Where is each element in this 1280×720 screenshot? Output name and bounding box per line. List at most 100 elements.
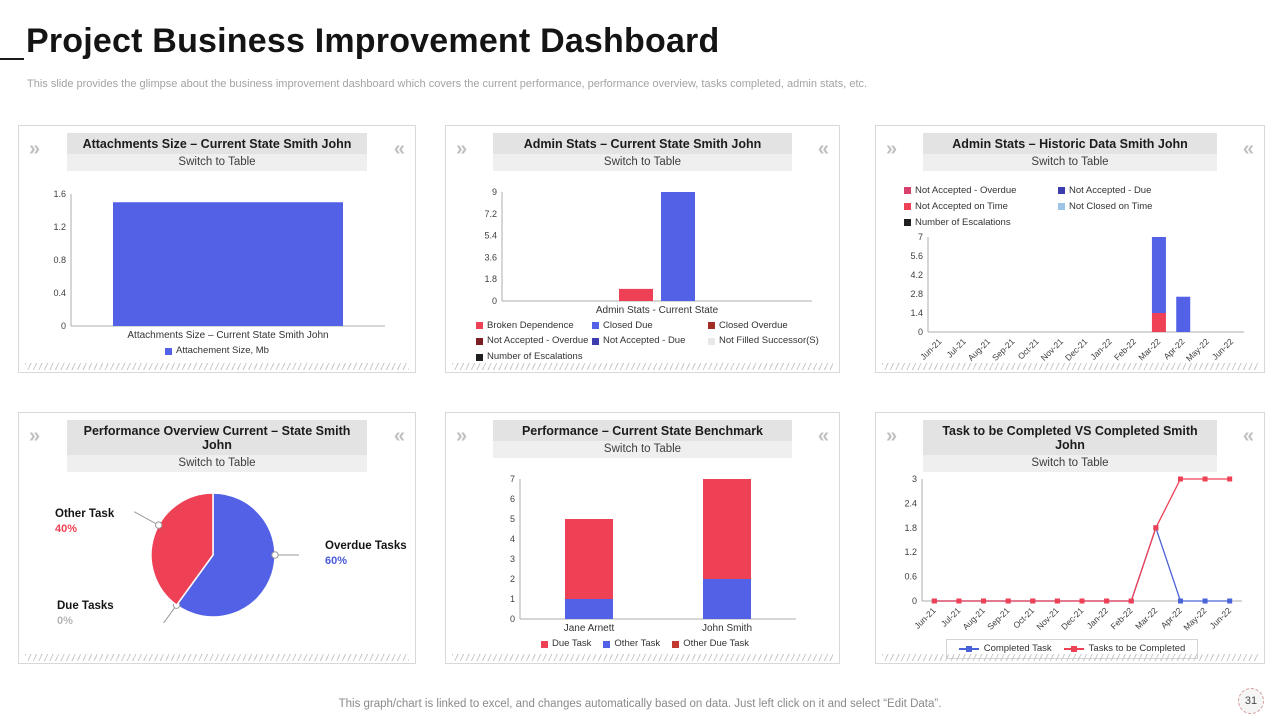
- panel-title: Attachments Size – Current State Smith J…: [66, 133, 368, 154]
- svg-text:Jane Arnett: Jane Arnett: [564, 623, 615, 634]
- legend-item: Due Task: [540, 637, 591, 651]
- svg-text:Mar-22: Mar-22: [1133, 605, 1159, 631]
- svg-text:2.8: 2.8: [910, 289, 923, 299]
- svg-text:Jan-22: Jan-22: [1085, 605, 1111, 631]
- switch-to-table-button[interactable]: Switch to Table: [922, 455, 1218, 472]
- panel-performance-benchmark: » « Performance – Current State Benchmar…: [445, 412, 840, 664]
- svg-text:0: 0: [510, 614, 515, 624]
- panel-title: Performance Overview Current – State Smi…: [66, 420, 368, 455]
- legend-item: Not Accepted - Overdue: [904, 184, 1054, 198]
- chevron-left-icon: «: [1242, 138, 1254, 160]
- svg-text:Sep-21: Sep-21: [985, 605, 1012, 632]
- legend-item: Other Due Task: [672, 637, 749, 651]
- svg-text:0.4: 0.4: [53, 288, 66, 298]
- svg-text:1.8: 1.8: [484, 274, 497, 284]
- legend-item: Not Accepted - Due: [1058, 184, 1208, 198]
- chevron-left-icon: «: [817, 425, 829, 447]
- admin-stats-historic-stacked-chart[interactable]: Not Accepted - Overdue Not Accepted - Due…: [896, 182, 1252, 368]
- performance-benchmark-stacked-chart[interactable]: 0 1 2 3 4 5 6 7 Jane Arnett John Smith Due Task Oth…: [486, 473, 804, 653]
- svg-text:Admin Stats - Current State: Admin Stats - Current State: [596, 305, 719, 316]
- legend-item: Number of Escalations: [904, 216, 1054, 230]
- svg-text:1.8: 1.8: [904, 523, 917, 533]
- chart-svg: [133, 492, 299, 624]
- panel-tasks-completed: » « Task to be Completed VS Completed Sm…: [875, 412, 1265, 664]
- svg-text:4: 4: [510, 534, 515, 544]
- svg-text:6: 6: [510, 494, 515, 504]
- svg-text:3.6: 3.6: [484, 252, 497, 262]
- panel-attachments-size: » « Attachments Size – Current State Smi…: [18, 125, 416, 373]
- svg-text:2.4: 2.4: [904, 498, 917, 508]
- pie-label-due-tasks: Due Tasks 0%: [57, 600, 114, 627]
- svg-text:Jun-21: Jun-21: [912, 605, 938, 631]
- svg-text:1.2: 1.2: [904, 547, 917, 557]
- chart-svg: 0 0.4 0.8 1.2 1.6 Attachments Size – Current …: [53, 189, 385, 341]
- legend-item: Broken Dependence: [476, 319, 588, 333]
- panel-admin-stats-historic: » « Admin Stats – Historic Data Smith Jo…: [875, 125, 1265, 373]
- page-title: Project Business Improvement Dashboard: [26, 22, 720, 60]
- chart-svg: 0 1 2 3 4 5 6 7 Jane Arnett John Smith: [510, 474, 796, 634]
- legend-item: Closed Overdue: [708, 319, 820, 333]
- pie-label-overdue-tasks: Overdue Tasks 60%: [325, 540, 407, 567]
- svg-text:0: 0: [61, 321, 66, 331]
- svg-text:1: 1: [510, 594, 515, 604]
- svg-text:4.2: 4.2: [910, 270, 923, 280]
- panel-header: Task to be Completed VS Completed Smith …: [922, 420, 1218, 472]
- panel-header: Attachments Size – Current State Smith J…: [66, 133, 368, 171]
- switch-to-table-button[interactable]: Switch to Table: [66, 154, 368, 171]
- svg-text:1.6: 1.6: [53, 189, 66, 199]
- svg-text:9: 9: [492, 187, 497, 197]
- panel-title: Task to be Completed VS Completed Smith …: [922, 420, 1218, 455]
- svg-text:7: 7: [510, 474, 515, 484]
- svg-text:5: 5: [510, 514, 515, 524]
- legend-item: Number of Escalations: [476, 350, 588, 364]
- svg-text:Oct-21: Oct-21: [1016, 336, 1041, 361]
- chart-svg: 0 1.8 3.6 5.4 7.2 9 Admin Stats - Current Stat…: [484, 187, 812, 316]
- svg-text:3: 3: [510, 554, 515, 564]
- switch-to-table-button[interactable]: Switch to Table: [493, 441, 792, 458]
- svg-text:2: 2: [510, 574, 515, 584]
- svg-text:1.2: 1.2: [53, 222, 66, 232]
- svg-text:Dec-21: Dec-21: [1059, 605, 1086, 632]
- legend-item: Not Accepted on Time: [904, 200, 1054, 214]
- performance-overview-pie-chart[interactable]: [127, 479, 299, 631]
- panel-title: Admin Stats – Historic Data Smith John: [922, 133, 1218, 154]
- panel-header: Admin Stats – Historic Data Smith John S…: [922, 133, 1218, 171]
- chevron-left-icon: «: [393, 425, 405, 447]
- svg-text:Jun-22: Jun-22: [1208, 605, 1234, 631]
- switch-to-table-button[interactable]: Switch to Table: [922, 154, 1218, 171]
- svg-text:3: 3: [912, 474, 917, 484]
- attachments-size-bar-chart[interactable]: 0 0.4 0.8 1.2 1.6 Attachments Size – Current …: [41, 188, 393, 360]
- svg-text:Apr-22: Apr-22: [1162, 336, 1187, 361]
- svg-text:0: 0: [912, 596, 917, 606]
- tasks-completed-line-chart[interactable]: 0 0.6 1.2 1.8 2.4 3 Jun-21 Jul-21 Aug-21 Sep-21 Oc…: [894, 473, 1250, 659]
- svg-text:Attachments Size – Current Sta: Attachments Size – Current State Smith J…: [127, 330, 328, 341]
- svg-text:0.6: 0.6: [904, 572, 917, 582]
- panel-title: Admin Stats – Current State Smith John: [493, 133, 792, 154]
- chevron-right-icon: »: [456, 425, 468, 447]
- svg-text:Jun-21: Jun-21: [918, 336, 944, 362]
- svg-text:7: 7: [918, 232, 923, 242]
- footer-note: This graph/chart is linked to excel, and…: [338, 698, 942, 710]
- svg-text:John Smith: John Smith: [702, 623, 752, 634]
- svg-text:7.2: 7.2: [484, 209, 497, 219]
- page-number-badge: 31: [1238, 688, 1264, 714]
- svg-text:Mar-22: Mar-22: [1136, 336, 1162, 362]
- switch-to-table-button[interactable]: Switch to Table: [66, 455, 368, 472]
- svg-text:Aug-21: Aug-21: [966, 336, 993, 363]
- panel-title: Performance – Current State Benchmark: [493, 420, 792, 441]
- chevron-right-icon: »: [886, 425, 898, 447]
- svg-text:Nov-21: Nov-21: [1034, 605, 1061, 632]
- switch-to-table-button[interactable]: Switch to Table: [493, 154, 792, 171]
- svg-text:Jan-22: Jan-22: [1088, 336, 1114, 362]
- title-underline: [0, 58, 24, 60]
- pie-label-other-task: Other Task 40%: [55, 508, 115, 535]
- svg-text:Jul-21: Jul-21: [944, 336, 968, 360]
- svg-text:Feb-22: Feb-22: [1109, 605, 1135, 631]
- svg-text:5.6: 5.6: [910, 251, 923, 261]
- page-subtitle: This slide provides the glimpse about th…: [27, 78, 868, 90]
- chevron-right-icon: »: [886, 138, 898, 160]
- chevron-right-icon: »: [29, 425, 41, 447]
- admin-stats-current-bar-chart[interactable]: 0 1.8 3.6 5.4 7.2 9 Admin Stats - Current Stat…: [468, 186, 820, 366]
